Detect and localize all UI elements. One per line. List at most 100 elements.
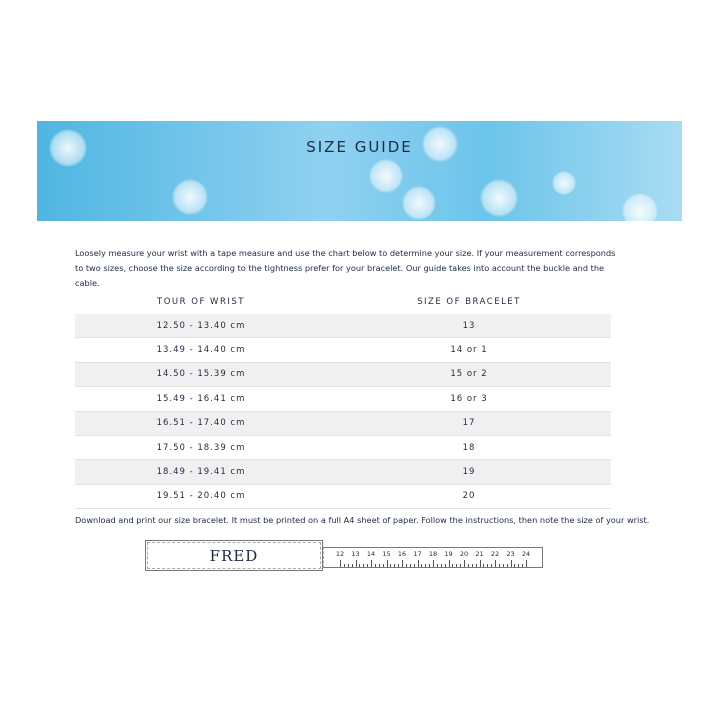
ruler-number: 19	[444, 550, 453, 558]
ruler-minor-tick	[363, 564, 365, 567]
wrist-range-cell: 17.50 - 18.39 cm	[75, 435, 327, 461]
ruler-number: 17	[413, 550, 422, 558]
ruler-number: 24	[521, 550, 531, 558]
table-row: 13.49 - 14.40 cm 14 or 1	[75, 337, 611, 363]
ruler-minor-tick	[483, 564, 485, 567]
ruler-number: 15	[382, 550, 391, 558]
ruler-tick	[340, 560, 341, 567]
ruler-minor-tick	[413, 564, 415, 567]
ruler-minor-tick	[347, 564, 349, 567]
ruler-tick	[510, 560, 512, 567]
ruler-minor-tick	[491, 564, 493, 567]
ruler-tick	[402, 560, 403, 567]
download-instructions[interactable]: Download and print our size bracelet. It…	[75, 515, 650, 525]
bokeh-decoration	[49, 129, 87, 167]
ruler-tick	[386, 560, 388, 567]
ruler-minor-tick	[436, 564, 438, 567]
bracelet-size-cell: 14 or 1	[327, 337, 611, 363]
ruler-minor-tick	[452, 564, 454, 567]
wrist-range-cell: 18.49 - 19.41 cm	[75, 459, 327, 485]
bracelet-size-cell: 17	[327, 411, 611, 436]
ruler-minor-tick	[343, 564, 345, 567]
table-row: 18.49 - 19.41 cm 19	[75, 459, 611, 485]
header-size-of-bracelet: SIZE OF BRACELET	[417, 296, 521, 307]
wrist-range-cell: 19.51 - 20.40 cm	[75, 484, 327, 510]
ruler-minor-tick	[409, 564, 411, 567]
ruler-minor-tick	[456, 564, 458, 567]
ruler-minor-tick	[440, 564, 442, 567]
ruler-minor-tick	[522, 564, 524, 567]
ruler-tick	[479, 560, 481, 567]
ruler-minor-tick	[502, 564, 504, 567]
bokeh-decoration	[422, 126, 458, 162]
ruler-minor-tick	[518, 564, 520, 567]
ruler-minor-tick	[444, 564, 446, 567]
intro-text: Loosely measure your wrist with a tape m…	[75, 248, 616, 288]
bracelet-size-cell: 18	[327, 435, 611, 461]
ruler-minor-tick	[498, 564, 500, 567]
wrist-range-cell: 12.50 - 13.40 cm	[75, 314, 327, 339]
bokeh-decoration	[369, 159, 403, 193]
ruler-tick	[448, 560, 450, 567]
bracelet-size-cell: 20	[327, 484, 611, 510]
size-guide-banner: SIZE GUIDE	[37, 121, 682, 221]
ruler-minor-tick	[405, 564, 407, 567]
table-row: 12.50 - 13.40 cm 13	[75, 314, 611, 339]
ruler-minor-tick	[378, 564, 380, 567]
ruler-number: 22	[490, 550, 500, 558]
table-row: 15.49 - 16.41 cm 16 or 3	[75, 386, 611, 412]
size-bracelet-printable[interactable]: FRED	[145, 540, 323, 571]
bokeh-decoration	[402, 186, 436, 220]
wrist-range-cell: 13.49 - 14.40 cm	[75, 337, 327, 363]
ruler-minor-tick	[487, 564, 489, 567]
ruler-minor-tick	[471, 564, 473, 567]
bokeh-decoration	[172, 179, 208, 215]
ruler-number: 21	[475, 550, 484, 558]
ruler-minor-tick	[394, 564, 396, 567]
ruler-minor-tick	[421, 564, 423, 567]
ruler-tick	[464, 560, 465, 567]
bokeh-decoration	[480, 179, 518, 217]
ruler-minor-tick	[506, 564, 508, 567]
table-row: 14.50 - 15.39 cm 15 or 2	[75, 362, 611, 388]
ruler-tick	[433, 560, 434, 567]
ruler-number: 18	[428, 550, 438, 558]
ruler-number: 12	[335, 550, 345, 558]
bracelet-size-cell: 16 or 3	[327, 386, 611, 412]
ruler-minor-tick	[460, 564, 462, 567]
ruler-tick	[417, 560, 419, 567]
table-row: 19.51 - 20.40 cm 20	[75, 484, 611, 510]
bokeh-decoration	[622, 193, 658, 221]
ruler-number: 20	[459, 550, 469, 558]
table-row: 17.50 - 18.39 cm 18	[75, 435, 611, 461]
ruler-tick	[526, 560, 527, 567]
wrist-range-cell: 15.49 - 16.41 cm	[75, 386, 327, 412]
ruler-minor-tick	[390, 564, 392, 567]
ruler-minor-tick	[514, 564, 516, 567]
ruler-minor-tick	[374, 564, 376, 567]
ruler-number: 14	[366, 550, 376, 558]
ruler-minor-tick	[425, 564, 427, 567]
wrist-range-cell: 14.50 - 15.39 cm	[75, 362, 327, 388]
ruler-number: 13	[351, 550, 360, 558]
ruler-minor-tick	[429, 564, 431, 567]
bracelet-size-cell: 15 or 2	[327, 362, 611, 388]
bracelet-size-cell: 19	[327, 459, 611, 485]
ruler-tick	[371, 560, 372, 567]
header-tour-of-wrist: TOUR OF WRIST	[157, 296, 245, 307]
ruler-minor-tick	[467, 564, 469, 567]
wrist-range-cell: 16.51 - 17.40 cm	[75, 411, 327, 436]
ruler-minor-tick	[367, 564, 369, 567]
fred-logo: FRED	[209, 546, 259, 565]
ruler-minor-tick	[475, 564, 477, 567]
ruler-minor-tick	[382, 564, 384, 567]
ruler-number: 23	[506, 550, 515, 558]
table-row: 16.51 - 17.40 cm 17	[75, 411, 611, 436]
ruler-number: 16	[397, 550, 407, 558]
ruler-minor-tick	[398, 564, 400, 567]
page-title: SIZE GUIDE	[306, 138, 413, 156]
ruler-tick	[355, 560, 357, 567]
ruler-minor-tick	[351, 564, 353, 567]
ruler-minor-tick	[359, 564, 361, 567]
ruler-tick	[495, 560, 496, 567]
